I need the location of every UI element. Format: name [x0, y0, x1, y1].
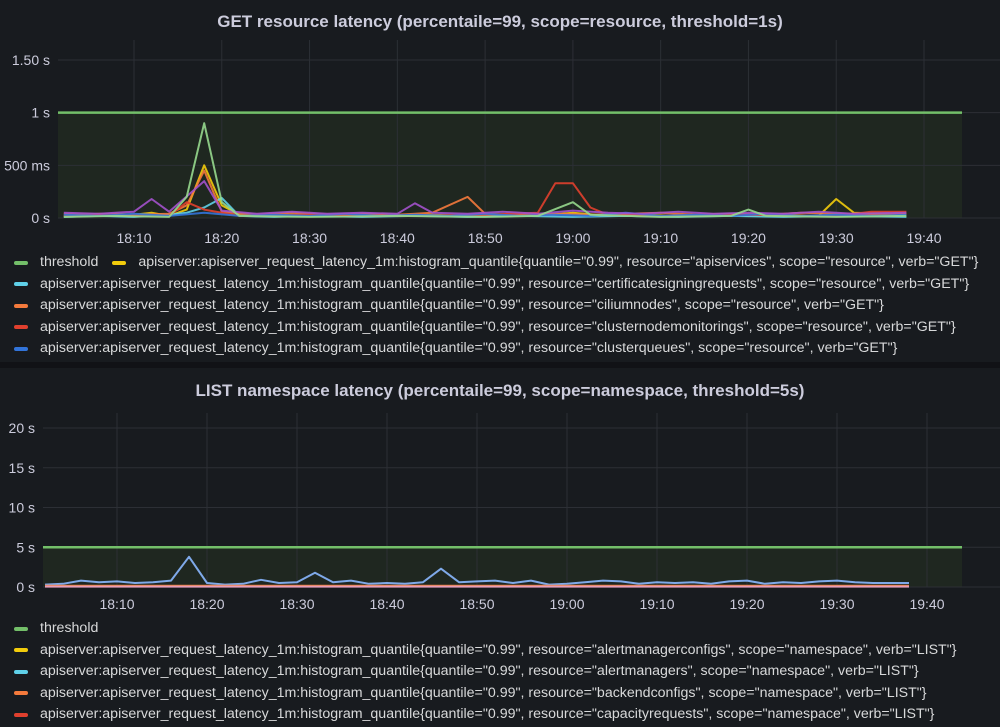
x-tick-label: 19:20 [731, 230, 766, 246]
y-tick-label: 15 s [9, 460, 35, 476]
legend-swatch [14, 346, 28, 351]
legend-swatch [14, 648, 28, 653]
panel-get-resource-latency: GET resource latency (percentaile=99, sc… [0, 0, 1000, 362]
legend-row: threshold [14, 618, 1000, 640]
x-tick-label: 19:30 [819, 230, 854, 246]
x-tick-label: 18:30 [279, 596, 314, 612]
legend-item[interactable]: apiserver:apiserver_request_latency_1m:h… [14, 683, 927, 705]
legend-swatch [14, 325, 28, 330]
legend-swatch [14, 712, 28, 717]
legend-label: apiserver:apiserver_request_latency_1m:h… [40, 318, 956, 335]
legend-swatch [14, 260, 28, 265]
legend-item[interactable]: threshold [14, 618, 98, 640]
x-tick-label: 19:20 [729, 596, 764, 612]
x-tick-label: 19:10 [643, 230, 678, 246]
legend-swatch [14, 303, 28, 308]
y-tick-label: 0 s [16, 579, 35, 595]
legend-label: apiserver:apiserver_request_latency_1m:h… [40, 684, 927, 701]
x-tick-label: 18:20 [189, 596, 224, 612]
legend-label: threshold [40, 620, 99, 636]
legend-row: apiserver:apiserver_request_latency_1m:h… [14, 640, 1000, 662]
legend-label: apiserver:apiserver_request_latency_1m:h… [40, 641, 957, 658]
legend-row: apiserver:apiserver_request_latency_1m:h… [14, 338, 1000, 360]
legend-item[interactable]: apiserver:apiserver_request_latency_1m:h… [112, 252, 978, 274]
latency-graph[interactable]: 0 s 5 s 10 s 15 s 20 s 18:10 18:20 18:30 18:40 18… [0, 413, 1000, 618]
legend-label: apiserver:apiserver_request_latency_1m:h… [138, 254, 979, 270]
legend-item[interactable]: threshold [14, 252, 98, 274]
legend: threshold apiserver:apiserver_request_lat… [14, 618, 1000, 727]
legend-item[interactable]: apiserver:apiserver_request_latency_1m:h… [14, 704, 934, 726]
y-tick-label: 1.50 s [12, 52, 50, 68]
series-line-1[interactable] [44, 555, 909, 586]
legend-row: apiserver:apiserver_request_latency_1m:h… [14, 704, 1000, 726]
legend-item[interactable]: apiserver:apiserver_request_latency_1m:h… [14, 274, 969, 296]
x-tick-label: 18:20 [204, 230, 239, 246]
y-tick-label: 0 s [31, 210, 50, 226]
panel-list-namespace-latency: LIST namespace latency (percentaile=99, … [0, 368, 1000, 727]
legend-item[interactable]: apiserver:apiserver_request_latency_1m:h… [14, 640, 957, 662]
x-tick-label: 18:10 [99, 596, 134, 612]
panel-title[interactable]: GET resource latency (percentaile=99, sc… [217, 12, 783, 31]
legend-label: apiserver:apiserver_request_latency_1m:h… [40, 275, 970, 292]
x-tick-label: 19:40 [909, 596, 944, 612]
x-tick-label: 19:10 [639, 596, 674, 612]
legend-swatch [14, 282, 28, 287]
legend-swatch [112, 260, 127, 265]
legend-item[interactable]: apiserver:apiserver_request_latency_1m:h… [14, 338, 897, 360]
legend-item[interactable]: apiserver:apiserver_request_latency_1m:h… [14, 295, 884, 317]
x-tick-label: 19:30 [819, 596, 854, 612]
legend-label: apiserver:apiserver_request_latency_1m:h… [40, 297, 884, 313]
x-tick-label: 19:00 [549, 596, 584, 612]
y-tick-label: 10 s [9, 500, 35, 516]
y-tick-label: 500 ms [4, 157, 50, 173]
y-tick-label: 20 s [9, 420, 35, 436]
legend-row: apiserver:apiserver_request_latency_1m:h… [14, 295, 1000, 317]
panel-title[interactable]: LIST namespace latency (percentaile=99, … [195, 381, 805, 400]
legend-swatch [14, 691, 28, 696]
x-tick-label: 19:40 [906, 230, 941, 246]
legend-label: apiserver:apiserver_request_latency_1m:h… [40, 706, 935, 722]
legend-item[interactable]: apiserver:apiserver_request_latency_1m:h… [14, 661, 919, 683]
legend-row: threshold apiserver:apiserver_request_lat… [14, 252, 1000, 274]
legend-label: threshold [40, 254, 99, 270]
legend-swatch [14, 669, 28, 674]
x-tick-label: 18:40 [369, 596, 404, 612]
x-tick-label: 18:10 [116, 230, 151, 246]
legend-row: apiserver:apiserver_request_latency_1m:h… [14, 661, 1000, 683]
legend-item[interactable]: apiserver:apiserver_request_latency_1m:h… [14, 317, 956, 339]
legend-label: apiserver:apiserver_request_latency_1m:h… [40, 663, 919, 679]
x-tick-label: 19:00 [555, 230, 590, 246]
panel-divider [0, 362, 1000, 368]
legend-row: apiserver:apiserver_request_latency_1m:h… [14, 274, 1000, 296]
legend-row: apiserver:apiserver_request_latency_1m:h… [14, 317, 1000, 339]
y-tick-label: 5 s [16, 539, 35, 555]
latency-graph[interactable]: 0 s 500 ms 1 s 1.50 s 18:10 18:20 18:30 18:40 18… [0, 40, 1000, 250]
x-tick-label: 18:40 [380, 230, 415, 246]
legend-label: apiserver:apiserver_request_latency_1m:h… [40, 340, 898, 356]
x-tick-label: 18:50 [468, 230, 503, 246]
legend-row: apiserver:apiserver_request_latency_1m:h… [14, 683, 1000, 705]
legend: threshold apiserver:apiserver_request_lat… [14, 252, 1000, 360]
x-tick-label: 18:50 [459, 596, 494, 612]
legend-swatch [14, 626, 28, 631]
y-tick-label: 1 s [31, 105, 50, 121]
x-tick-label: 18:30 [292, 230, 327, 246]
